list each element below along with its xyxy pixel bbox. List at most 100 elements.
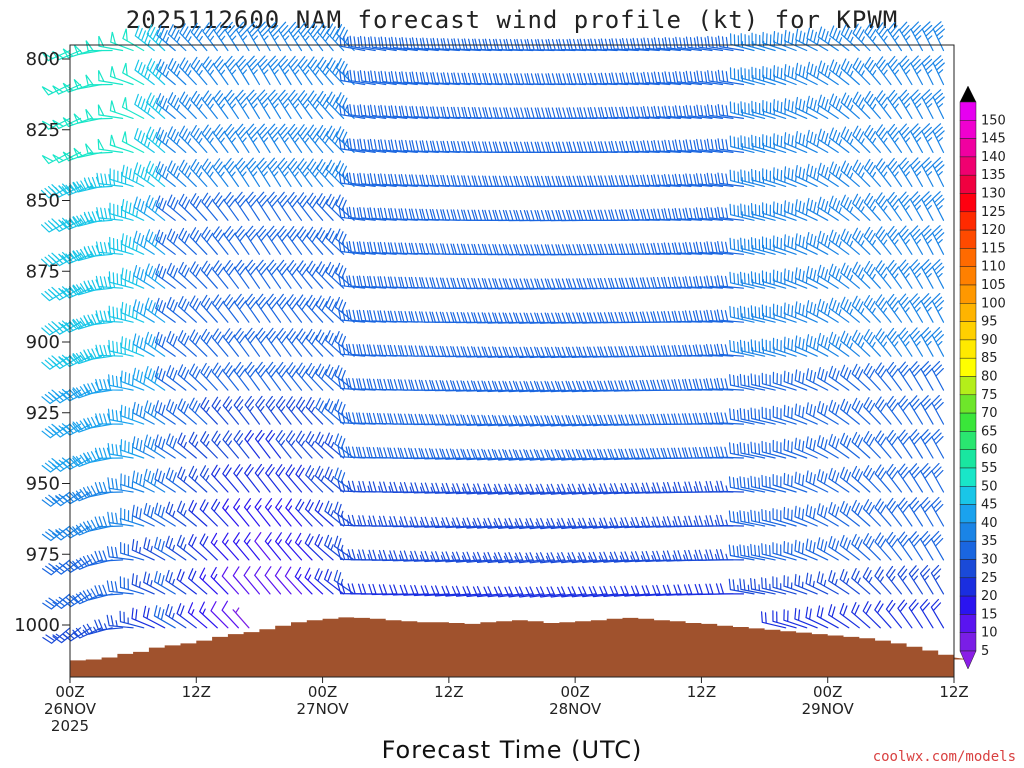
wind-barb: [165, 569, 187, 595]
wind-barb: [143, 503, 166, 527]
wind-barb: [235, 55, 250, 86]
wind-barb: [805, 334, 829, 357]
wind-barb: [189, 261, 208, 289]
wind-barb: [828, 467, 850, 493]
wind-barb: [931, 496, 945, 527]
colorbar-label: 115: [981, 241, 1006, 256]
wind-barb: [106, 580, 134, 595]
wind-barb: [72, 213, 103, 227]
wind-barb: [772, 303, 797, 323]
wind-barb: [297, 22, 313, 52]
wind-barb: [473, 448, 503, 461]
wind-barb: [94, 481, 124, 494]
wind-barb: [326, 91, 345, 119]
wind-barb: [794, 199, 818, 221]
wind-barb: [326, 125, 345, 153]
wind-barb: [107, 408, 134, 425]
wind-barb: [316, 125, 334, 153]
wind-barb: [314, 499, 334, 527]
wind-barb: [315, 295, 334, 323]
wind-barb: [862, 533, 881, 561]
wind-barb: [165, 433, 187, 459]
wind-barb: [156, 93, 176, 119]
colorbar-swatch: [959, 138, 977, 158]
wind-barb: [828, 195, 850, 221]
wind-barb: [166, 194, 187, 221]
wind-barb: [504, 380, 534, 393]
wind-barb: [306, 226, 324, 255]
wind-barb: [286, 328, 303, 357]
wind-barb: [213, 124, 229, 153]
wind-barb: [133, 299, 155, 323]
wind-barb: [107, 546, 134, 561]
wind-barb: [685, 241, 713, 255]
wind-barb: [473, 517, 503, 529]
wind-barb: [146, 24, 166, 52]
wind-barb: [94, 619, 124, 631]
wind-barb: [349, 172, 376, 187]
wind-barb: [316, 193, 334, 221]
wind-barb: [134, 128, 155, 153]
wind-barb: [898, 191, 913, 221]
wind-barb: [750, 509, 776, 527]
wind-barb: [909, 191, 923, 221]
wind-barb: [525, 380, 555, 393]
wind-barb: [234, 225, 250, 255]
wind-barb: [897, 395, 913, 425]
wind-barb: [750, 578, 776, 595]
wind-barb: [805, 504, 829, 527]
wind-barb: [839, 569, 860, 595]
wind-barb: [840, 262, 860, 289]
wind-barb: [83, 176, 113, 189]
wind-barb: [578, 448, 608, 461]
wind-barb: [297, 90, 313, 119]
wind-barb: [920, 497, 934, 527]
wind-barb: [772, 337, 797, 357]
wind-barb: [307, 22, 324, 52]
wind-barb: [839, 500, 860, 527]
wind-barb: [828, 263, 850, 289]
wind-barb: [334, 296, 355, 323]
wind-barb: [920, 361, 934, 391]
wind-barb: [921, 191, 934, 221]
wind-barb: [188, 465, 208, 493]
wind-barb: [83, 245, 113, 258]
wind-barb: [431, 482, 460, 494]
wind-barb: [145, 160, 166, 187]
wind-barb: [190, 125, 208, 153]
wind-barb: [494, 552, 524, 564]
wind-barb: [120, 542, 145, 561]
wind-barb: [167, 58, 187, 86]
wind-barb: [179, 23, 197, 52]
wind-barb: [83, 382, 113, 395]
wind-barb: [189, 193, 208, 221]
wind-barb: [339, 35, 366, 52]
wind-barb: [515, 415, 545, 427]
wind-barb: [515, 517, 545, 530]
wind-barb: [265, 327, 282, 357]
wind-barb: [315, 261, 334, 289]
colorbar-swatch: [959, 229, 977, 249]
wind-barb: [839, 466, 860, 493]
wind-barb: [348, 275, 376, 289]
colorbar-label: 150: [981, 113, 1006, 128]
wind-barb: [840, 24, 860, 52]
wind-barb: [166, 296, 187, 323]
wind-barb: [783, 541, 808, 561]
wind-barb: [794, 369, 818, 391]
colorbar-swatch: [959, 504, 977, 524]
x-tick-label: 12Z: [687, 683, 716, 701]
y-tick-label: 1000: [14, 615, 60, 636]
y-tick-label: 875: [26, 261, 60, 282]
wind-barb: [233, 464, 250, 493]
wind-barb: [875, 328, 892, 357]
wind-barb: [144, 366, 166, 391]
wind-barb: [921, 123, 934, 153]
colorbar-swatch: [959, 120, 977, 139]
wind-barb: [120, 473, 145, 493]
wind-barb: [108, 271, 134, 289]
wind-barb: [599, 448, 629, 461]
wind-barb: [829, 93, 850, 119]
wind-barb: [897, 599, 913, 629]
wind-barb: [401, 37, 429, 52]
